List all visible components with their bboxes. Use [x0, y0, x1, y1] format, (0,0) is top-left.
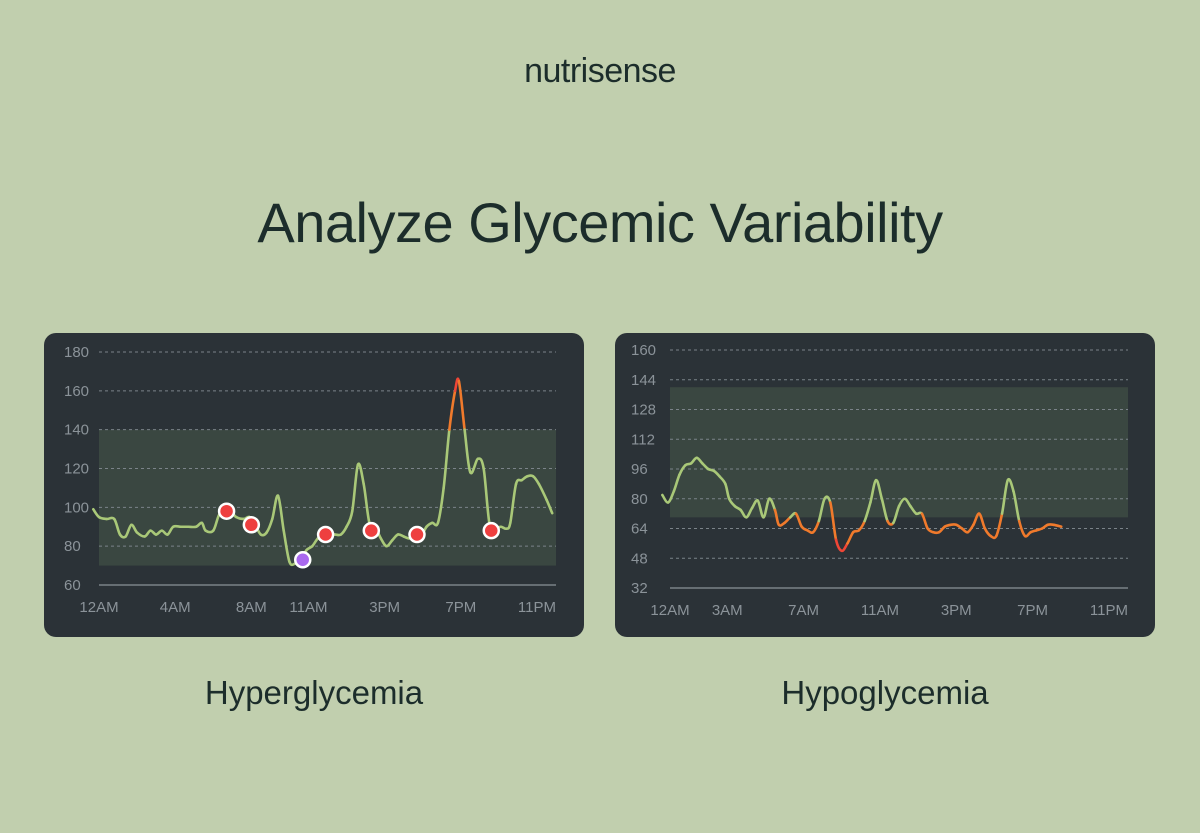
- y-tick-label: 120: [64, 461, 89, 478]
- meal-marker[interactable]: [293, 551, 312, 569]
- glucose-line-segment: [482, 467, 491, 525]
- hypoglycemia-chart: 32 48 64 80 96 112 128 144 160 12AM 3AM 7AM 11AM 3PM 7…: [615, 333, 1155, 637]
- hyperglycemia-chart: 60 80 100 120 140 160 180 12AM 4AM 8AM 11AM 3PM 7PM 1…: [44, 333, 584, 637]
- glucose-line-segment: [811, 519, 821, 534]
- glucose-line-segment: [863, 501, 872, 523]
- glucose-line-segment: [846, 530, 855, 545]
- glucose-line-segment: [537, 482, 548, 501]
- y-tick-label: 48: [631, 550, 648, 567]
- glucose-line-segment: [265, 517, 274, 534]
- y-tick-label: 128: [631, 402, 656, 419]
- x-tick-label: 7PM: [445, 599, 476, 616]
- y-tick-label: 140: [64, 422, 89, 439]
- glucose-line-segment: [345, 509, 354, 529]
- glucose-line-segment: [350, 463, 360, 513]
- x-tick-label: 3PM: [369, 599, 400, 616]
- x-tick-label: 4AM: [160, 599, 191, 616]
- y-tick-label: 64: [631, 521, 648, 538]
- target-range-band: [670, 387, 1128, 518]
- glucose-line-segment: [545, 498, 554, 515]
- glucose-line-segment: [880, 497, 889, 523]
- x-tick-label: 11PM: [518, 599, 556, 616]
- y-tick-label: 80: [631, 491, 648, 508]
- y-tick-label: 160: [631, 342, 656, 359]
- glucose-line-segment: [356, 462, 365, 486]
- y-tick-label: 96: [631, 461, 648, 478]
- glucose-line-segment: [823, 495, 832, 504]
- glucose-line-segment: [463, 428, 472, 474]
- hyperglycemia-chart-svg: 60 80 100 120 140 160 180 12AM 4AM 8AM 11AM 3PM 7PM 1…: [64, 344, 556, 616]
- glucose-line-segment: [276, 494, 286, 532]
- x-tick-label: 3AM: [712, 602, 743, 619]
- nutrisense-logo: nutrisense: [524, 52, 676, 90]
- glucose-line-segment: [1012, 490, 1021, 523]
- glucose-line-segment: [1000, 478, 1010, 515]
- y-tick-label: 60: [64, 577, 81, 594]
- glucose-line-segment: [661, 493, 670, 504]
- glucose-line-segment: [840, 542, 849, 553]
- y-tick-label: 80: [64, 538, 81, 555]
- hypoglycemia-chart-svg: 32 48 64 80 96 112 128 144 160 12AM 3AM 7AM 11AM 3PM 7…: [631, 342, 1128, 619]
- meal-marker[interactable]: [242, 516, 261, 534]
- x-tick-label: 11AM: [861, 602, 899, 619]
- meal-marker[interactable]: [217, 502, 236, 520]
- meal-marker[interactable]: [362, 521, 381, 540]
- glucose-line-segment: [476, 457, 485, 470]
- y-tick-label: 100: [64, 499, 89, 516]
- x-tick-label: 11AM: [289, 599, 327, 616]
- glucose-line-segment: [436, 486, 445, 525]
- meal-marker[interactable]: [316, 525, 335, 544]
- glucose-line-segment: [282, 529, 291, 563]
- glucose-line-segment: [874, 478, 884, 501]
- x-tick-label: 7AM: [788, 602, 819, 619]
- x-tick-label: 11PM: [1090, 602, 1128, 619]
- hypoglycemia-caption: Hypoglycemia: [781, 674, 989, 711]
- glucose-line-segment: [834, 538, 844, 553]
- glucose-line-segment: [983, 527, 992, 538]
- glucose-line-segment: [1052, 523, 1063, 528]
- page-title: Analyze Glycemic Variability: [257, 191, 943, 254]
- glucose-line-segment: [995, 512, 1004, 538]
- glucose-line-segment: [457, 379, 466, 431]
- x-tick-label: 12AM: [650, 602, 689, 619]
- y-tick-label: 144: [631, 372, 656, 389]
- glucose-line-segment: [829, 501, 838, 541]
- glucose-line-segment: [966, 523, 975, 534]
- glucose-line-segment: [509, 482, 518, 525]
- glucose-line-segment: [362, 482, 371, 525]
- x-tick-label: 8AM: [236, 599, 267, 616]
- glucose-line-segment: [91, 507, 101, 519]
- hyperglycemia-caption: Hyperglycemia: [204, 674, 424, 711]
- y-tick-label: 112: [631, 431, 655, 448]
- glucose-line-segment: [442, 428, 451, 490]
- glucose-line-segment: [1006, 477, 1015, 493]
- meal-marker[interactable]: [482, 521, 501, 540]
- x-tick-label: 3PM: [941, 602, 972, 619]
- meal-marker[interactable]: [408, 525, 426, 544]
- y-tick-label: 32: [631, 580, 648, 597]
- glucose-line-segment: [448, 389, 457, 431]
- x-tick-label: 7PM: [1017, 602, 1048, 619]
- y-tick-label: 160: [64, 383, 89, 400]
- glucose-line-segment: [505, 521, 512, 530]
- x-tick-label: 12AM: [79, 599, 118, 616]
- y-tick-label: 180: [64, 344, 89, 361]
